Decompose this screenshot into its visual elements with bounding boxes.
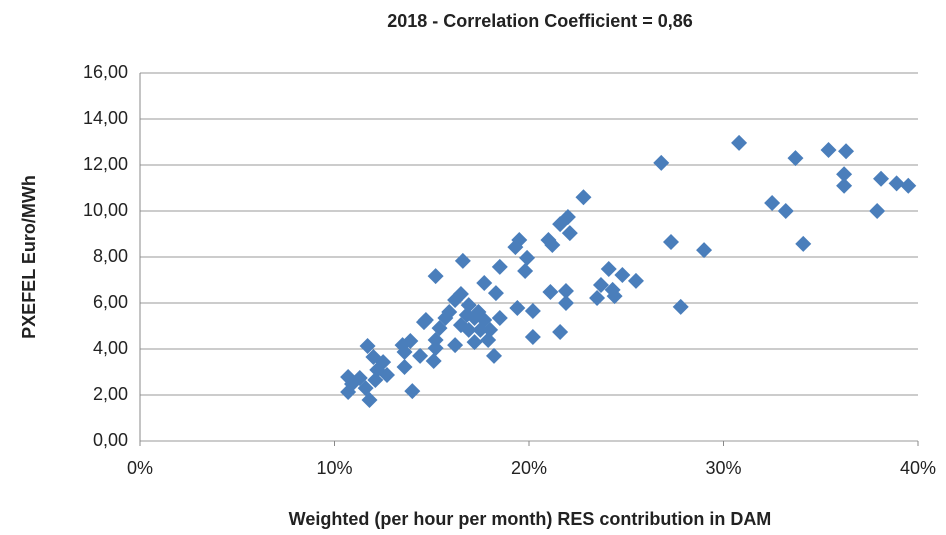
x-tick-label: 40% — [900, 458, 936, 478]
y-tick-label: 6,00 — [93, 292, 128, 312]
point — [838, 143, 855, 160]
point — [561, 225, 578, 242]
point — [404, 383, 421, 400]
point — [575, 189, 592, 206]
point — [485, 347, 502, 364]
point — [873, 170, 890, 187]
point — [557, 295, 574, 311]
point — [836, 177, 853, 194]
point — [466, 334, 483, 351]
y-tick-label: 0,00 — [93, 430, 128, 450]
point — [542, 283, 559, 300]
point — [662, 234, 679, 251]
x-tick-label: 30% — [705, 458, 741, 478]
point — [606, 288, 623, 305]
point — [482, 321, 499, 338]
point — [491, 309, 508, 326]
point — [507, 239, 524, 256]
y-tick-label: 2,00 — [93, 384, 128, 404]
point — [431, 320, 448, 337]
point — [552, 323, 569, 340]
point — [427, 340, 444, 357]
point — [396, 343, 413, 360]
point — [600, 260, 617, 277]
point — [447, 337, 464, 354]
y-tick-label: 8,00 — [93, 246, 128, 266]
point — [614, 266, 631, 283]
point — [340, 384, 357, 401]
point — [777, 203, 794, 219]
point — [869, 203, 886, 219]
point — [836, 166, 853, 183]
point — [519, 249, 536, 266]
point — [696, 242, 713, 259]
x-tick-label: 10% — [316, 458, 352, 478]
y-tick-label: 10,00 — [83, 200, 128, 220]
y-tick-label: 16,00 — [83, 62, 128, 82]
point — [517, 263, 534, 280]
point — [731, 134, 748, 151]
point — [480, 332, 497, 349]
point — [764, 194, 781, 211]
point — [427, 268, 444, 285]
y-tick-label: 12,00 — [83, 154, 128, 174]
point — [460, 321, 477, 338]
y-tick-label: 14,00 — [83, 108, 128, 128]
point — [509, 300, 526, 317]
point — [787, 150, 804, 167]
chart-title: 2018 - Correlation Coefficient = 0,86 — [387, 11, 693, 31]
point — [552, 216, 569, 233]
point — [592, 277, 609, 294]
point — [900, 177, 917, 194]
point — [427, 332, 444, 349]
point — [491, 258, 508, 275]
y-axis-label: PXEFEL Euro/MWh — [19, 175, 39, 339]
point — [454, 252, 471, 269]
point — [365, 349, 382, 366]
point — [425, 352, 442, 369]
point — [653, 154, 670, 171]
y-tick-label: 4,00 — [93, 338, 128, 358]
point — [357, 380, 374, 397]
point — [415, 314, 432, 331]
point — [589, 289, 606, 306]
point — [524, 303, 541, 320]
point — [447, 292, 464, 309]
point — [795, 235, 812, 252]
point — [476, 274, 493, 291]
point — [820, 142, 837, 159]
x-tick-label: 20% — [511, 458, 547, 478]
point — [557, 283, 574, 300]
point — [524, 329, 541, 346]
point — [367, 372, 384, 389]
point — [359, 338, 376, 355]
point — [361, 392, 378, 409]
point — [412, 347, 429, 364]
point — [544, 237, 561, 254]
point — [888, 175, 905, 192]
x-tick-label: 0% — [127, 458, 153, 478]
point — [672, 298, 689, 315]
point — [396, 358, 413, 375]
point — [369, 361, 386, 378]
point — [487, 285, 504, 302]
x-axis-label: Weighted (per hour per month) RES contri… — [289, 509, 772, 529]
point — [627, 272, 644, 289]
